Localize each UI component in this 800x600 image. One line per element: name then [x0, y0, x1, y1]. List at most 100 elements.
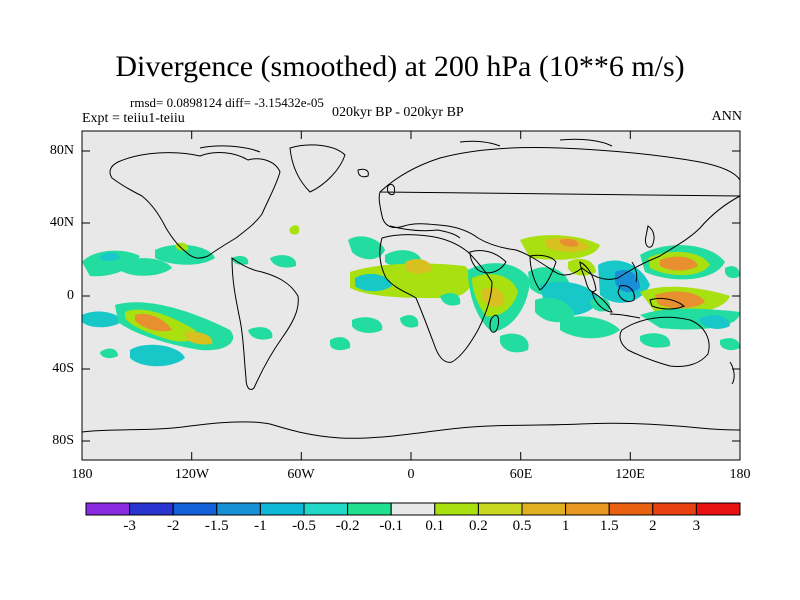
field-patch	[535, 297, 575, 323]
field-patch	[135, 313, 172, 332]
period-label: 020kyr BP - 020kyr BP	[332, 105, 464, 120]
coastline-arctic-islands	[199, 138, 613, 153]
coastline-madagascar	[489, 314, 499, 333]
colorbar	[85, 502, 741, 516]
coastline-uk	[387, 183, 395, 195]
colorbar-swatch	[565, 502, 610, 516]
x-tick-label: 60W	[287, 467, 315, 482]
field-patch	[270, 255, 297, 268]
coastline-borneo	[617, 285, 635, 303]
coastline-philippines	[631, 261, 638, 283]
colorbar-label: -3	[123, 518, 136, 534]
coastline-africa	[379, 234, 493, 363]
experiment-label: Expt = teiiu1-teiiu	[82, 111, 185, 126]
field-patch	[560, 316, 620, 339]
coastline-india	[529, 254, 557, 291]
colorbar-swatch	[129, 502, 174, 516]
coastline-indochina	[579, 261, 597, 293]
colorbar-swatch	[259, 502, 305, 516]
field-patch	[120, 258, 172, 276]
field-patch	[248, 327, 273, 340]
season-label: ANN	[711, 109, 742, 124]
colorbar-swatch	[521, 502, 567, 516]
coastline-australia	[619, 316, 710, 367]
colorbar-swatch	[695, 502, 741, 516]
colorbar-label: 2	[649, 518, 657, 534]
colorbar-label: 1.5	[599, 518, 619, 534]
y-tick-label: 40N	[49, 215, 74, 230]
x-tick-label: 60E	[509, 467, 533, 482]
x-tick-label: 120W	[174, 467, 210, 482]
y-tick-label: 80S	[52, 433, 74, 448]
colorbar-swatch	[172, 502, 218, 516]
x-tick-label: 0	[407, 467, 415, 482]
coastlines	[81, 138, 741, 439]
x-tick-label: 120E	[615, 467, 645, 482]
field-patch	[185, 331, 213, 345]
field-patch	[640, 333, 671, 348]
map-frame	[81, 130, 741, 461]
colorbar-label: -0.5	[292, 518, 316, 534]
colorbar-swatch	[608, 502, 654, 516]
colorbar-label: 1	[561, 518, 570, 534]
map-title: Divergence (smoothed) at 200 hPa (10**6 …	[115, 50, 685, 83]
coastline-sumatra	[591, 291, 613, 313]
colorbar-label: 0.5	[512, 518, 532, 534]
coastline-new-guinea	[649, 297, 685, 310]
field-patch	[352, 317, 383, 333]
coastline-north-america	[109, 152, 281, 259]
field-patch	[232, 256, 249, 265]
coastline-iceland	[357, 168, 369, 178]
field-patch	[500, 333, 529, 353]
field-patch	[725, 266, 740, 279]
x-tick-label: 180	[729, 467, 751, 482]
field-patch	[655, 291, 705, 309]
coastline-south-america	[231, 257, 299, 391]
field-patch	[700, 315, 730, 329]
y-tick-label: 80N	[49, 143, 74, 158]
colorbar-label: 0.1	[425, 518, 445, 534]
coastline-eurasia	[378, 146, 741, 280]
coastline-greenland	[289, 144, 346, 193]
field-patch	[155, 244, 215, 265]
field-patch	[100, 252, 120, 261]
field-patch	[289, 225, 300, 235]
colorbar-label: -1.5	[204, 518, 229, 534]
field-patch	[82, 250, 140, 277]
colorbar-swatch	[85, 502, 131, 516]
field-patch	[560, 238, 579, 247]
coastline-java	[609, 313, 641, 319]
colorbar-label: -0.2	[335, 518, 360, 534]
field-patch	[660, 256, 698, 271]
field-patch	[400, 315, 419, 328]
colorbar-swatch	[347, 502, 392, 516]
field-patch	[440, 293, 461, 306]
colorbar-swatch	[216, 502, 261, 516]
y-tick-label: 40S	[52, 361, 74, 376]
coastline-new-zealand	[729, 361, 735, 385]
field-patch	[720, 338, 740, 351]
field-patch	[355, 273, 392, 292]
colorbar-swatch	[477, 502, 523, 516]
colorbar-label: 3	[692, 518, 701, 534]
colorbar-label: -2	[166, 518, 180, 534]
field-patch	[130, 344, 185, 367]
colorbar-label: -0.1	[379, 518, 404, 534]
field-patch	[568, 258, 596, 276]
coastline-mediterranean	[389, 225, 461, 239]
colorbar-swatch	[390, 502, 436, 516]
coastline-antarctica	[81, 421, 741, 439]
colorbar-swatch	[303, 502, 349, 516]
field-patch	[82, 311, 122, 328]
stats-text: rmsd= 0.0898124 diff= -3.15432e-05	[130, 95, 324, 110]
colorbar-label: -1	[254, 518, 267, 534]
field-patch	[405, 259, 432, 274]
x-tick-label: 180	[71, 467, 93, 482]
coastline-japan	[645, 225, 655, 248]
colorbar-swatch	[652, 502, 697, 516]
coastline-arabia	[469, 249, 507, 274]
colorbar-swatch	[434, 502, 479, 516]
y-tick-label: 0	[67, 288, 74, 303]
field-patch	[330, 337, 351, 351]
